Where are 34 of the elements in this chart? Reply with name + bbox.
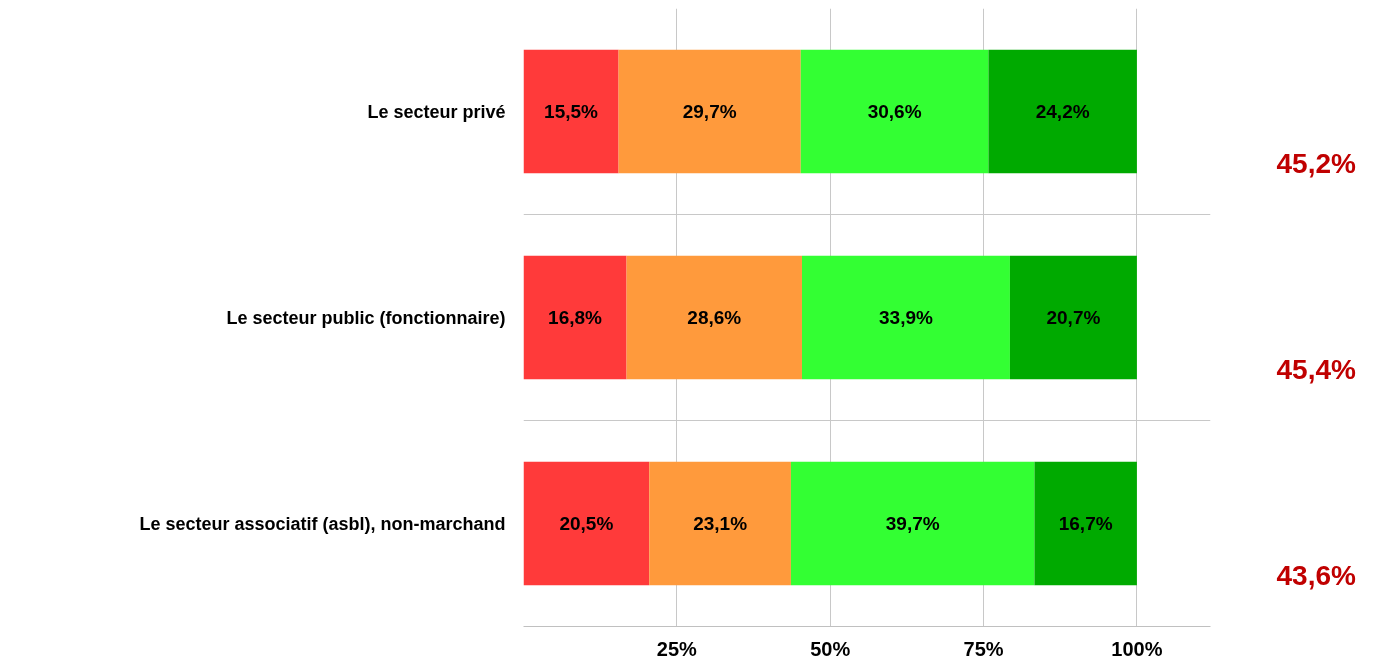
y-tick-label: Le secteur public (fonctionnaire): [226, 307, 506, 328]
data-label: 20,7%: [1046, 307, 1101, 328]
data-label: 29,7%: [682, 101, 737, 122]
data-label: 16,8%: [548, 307, 603, 328]
bar: [523, 461, 650, 586]
bar: [626, 255, 802, 380]
x-tick-label: 25%: [656, 637, 698, 660]
bar: [649, 461, 791, 586]
bar: [801, 255, 1010, 380]
text: 45,4%: [1276, 353, 1356, 385]
data-label: 15,5%: [544, 101, 599, 122]
data-label: 33,9%: [879, 307, 933, 328]
bar: [988, 49, 1137, 174]
text: 45,2%: [1276, 147, 1356, 179]
data-label: 28,6%: [687, 307, 742, 328]
y-tick-label: Le secteur privé: [367, 101, 506, 122]
data-label: 30,6%: [867, 101, 922, 122]
y-tick-label: Le secteur associatif (asbl), non-marchand: [139, 513, 506, 534]
text: 43,6%: [1276, 559, 1356, 591]
bar: [790, 461, 1035, 586]
x-tick-label: 100%: [1111, 637, 1163, 660]
data-label: 20,5%: [559, 513, 614, 534]
x-tick-label: 75%: [963, 637, 1004, 660]
bar: [523, 49, 619, 174]
bar: [1009, 255, 1137, 380]
data-label: 23,1%: [693, 513, 748, 534]
bar: [618, 49, 801, 174]
data-label: 24,2%: [1035, 101, 1090, 122]
data-label: 16,7%: [1058, 513, 1113, 534]
bar: [1034, 461, 1137, 586]
bar: [800, 49, 989, 174]
bar: [523, 255, 627, 380]
x-tick-label: 50%: [810, 637, 851, 660]
data-label: 39,7%: [885, 513, 940, 534]
